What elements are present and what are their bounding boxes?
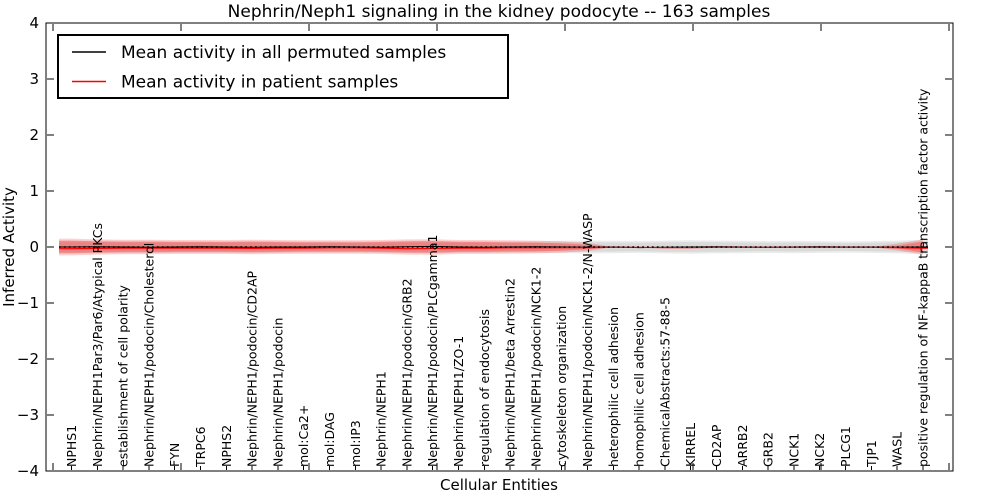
x-tick-label: mol:DAG [322, 412, 337, 467]
x-tick-label: NPHS2 [219, 425, 234, 467]
y-tick-label: 3 [29, 70, 39, 88]
x-tick-label: Nephrin/NEPH1 [374, 371, 389, 467]
x-tick-label: mol:IP3 [348, 420, 363, 467]
y-tick-label: 0 [29, 238, 39, 256]
x-axis-label: Cellular Entities [440, 476, 558, 494]
x-tick-label: Nephrin/NEPH1/podocin/CD2AP [245, 271, 260, 467]
x-tick-label: Nephrin/NEPH1/beta Arrestin2 [503, 278, 518, 467]
x-tick-label: homophilic cell adhesion [632, 312, 647, 467]
x-tick-label: PLCG1 [838, 426, 853, 467]
y-tick-labels: 4 3 2 1 0 −1 −2 −3 −4 [17, 14, 39, 480]
x-tick-label: TJP1 [864, 440, 879, 468]
chart-title: Nephrin/Neph1 signaling in the kidney po… [228, 2, 771, 22]
x-tick-label: mol:Ca2+ [296, 405, 311, 467]
legend: Mean activity in all permuted samples Me… [57, 34, 509, 99]
x-tick-label: regulation of endocytosis [477, 309, 492, 467]
x-tick-label: establishment of cell polarity [116, 285, 131, 467]
x-tick-label: TRPC6 [193, 426, 208, 468]
x-tick-label: NCK1 [786, 433, 801, 467]
x-tick-label: ARRB2 [735, 425, 750, 467]
x-tick-label: Nephrin/NEPH1/podocin/NCK1-2 [528, 267, 543, 467]
x-tick-label: Nephrin/NEPH1/podocin/PLCgamma1 [425, 235, 440, 467]
x-tick-label: ChemicalAbstracts:57-88-5 [657, 297, 672, 467]
x-tick-label: heterophilic cell adhesion [606, 307, 621, 467]
y-tick-label: 2 [29, 126, 39, 144]
x-tick-label: Nephrin/NEPH1/podocin/GRB2 [399, 278, 414, 467]
x-tick-label: positive regulation of NF-kappaB transcr… [915, 88, 930, 467]
y-axis-label: Inferred Activity [0, 187, 18, 307]
x-tick-label: NPHS1 [64, 425, 79, 467]
y-tick-label: −3 [17, 406, 39, 424]
x-tick-labels: NPHS1 Nephrin/NEPH1Par3/Par6/Atypical PKC… [64, 88, 930, 468]
legend-box [57, 34, 509, 99]
x-tick-label: Nephrin/NEPH1/podocin/NCK1-2/N-WASP [580, 213, 595, 467]
legend-label-patient: Mean activity in patient samples [121, 73, 398, 93]
x-tick-label: FYN [167, 443, 182, 467]
y-tick-label: −2 [17, 350, 39, 368]
x-tick-label: Nephrin/NEPH1/podocin/Cholesterol [141, 243, 156, 467]
x-tick-label: Nephrin/NEPH1/ZO-1 [451, 336, 466, 467]
x-tick-label: GRB2 [761, 432, 776, 467]
x-tick-label: CD2AP [709, 424, 724, 467]
plot-border [45, 22, 954, 472]
patient-mean-line [59, 246, 928, 250]
x-tick-label: Nephrin/NEPH1Par3/Par6/Atypical PKCs [90, 223, 105, 467]
y-tick-label: −1 [17, 294, 39, 312]
x-tick-label: NCK2 [812, 433, 827, 467]
y-tick-label: 4 [29, 14, 39, 32]
legend-label-permuted: Mean activity in all permuted samples [121, 43, 446, 63]
mean-activity-lines [59, 245, 928, 250]
x-tick-label: KIRREL [683, 423, 698, 467]
x-tick-label: Nephrin/NEPH1/podocin [270, 318, 285, 467]
x-tick-label: WASL [890, 432, 905, 467]
x-tick-label: cytoskeleton organization [554, 306, 569, 467]
y-tick-label: 1 [29, 182, 39, 200]
y-tick-label: −4 [17, 462, 39, 480]
